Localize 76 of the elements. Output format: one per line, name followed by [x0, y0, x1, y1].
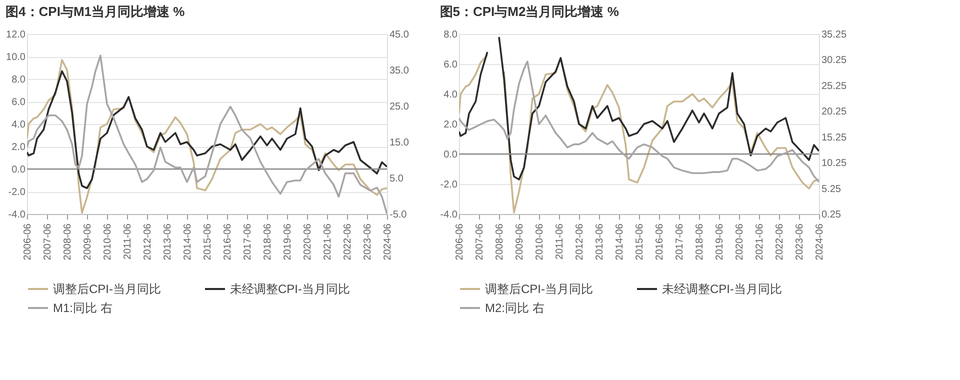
x-tick-label: 2018-06 [262, 223, 274, 260]
y-tick-label: -4.0 [8, 210, 26, 220]
x-tick-label: 2017-06 [674, 223, 686, 260]
y-tick-label: 4.0 [12, 120, 26, 130]
x-tick-label: 2012-06 [574, 223, 586, 260]
x-tick-label: 2015-06 [202, 223, 214, 260]
y-tick-label: 0.0 [444, 150, 458, 160]
x-tick-label: 2013-06 [162, 223, 174, 260]
y2-tick-label: -5.0 [390, 210, 408, 220]
y2-tick-label: 20.25 [822, 106, 847, 118]
y2-tick-label: 15.0 [390, 138, 410, 148]
x-tick-label: 2018-06 [694, 223, 706, 260]
y2-tick-label: 25.0 [390, 102, 410, 112]
x-tick-label: 2016-06 [222, 223, 234, 260]
y-tick-label: -4.0 [440, 210, 458, 220]
legend-label: M1:同比 右 [53, 301, 112, 315]
legend-label: 未经调整CPI-当月同比 [662, 282, 782, 296]
x-tick-label: 2015-06 [634, 223, 646, 260]
x-tick-label: 2021-06 [754, 223, 766, 260]
y2-tick-label: 15.25 [822, 132, 847, 144]
x-tick-label: 2010-06 [102, 223, 114, 260]
y-tick-label: 4.0 [444, 90, 458, 100]
y-tick-label: 6.0 [444, 60, 458, 70]
y2-tick-label: 30.25 [822, 55, 847, 66]
x-tick-label: 2010-06 [534, 223, 546, 260]
x-tick-label: 2023-06 [794, 223, 806, 260]
y2-tick-label: 35.0 [390, 66, 410, 76]
x-tick-label: 2017-06 [242, 223, 254, 260]
x-tick-label: 2019-06 [714, 223, 726, 260]
y-tick-label: 10.0 [6, 52, 26, 63]
x-tick-label: 2011-06 [554, 223, 566, 260]
x-tick-label: 2007-06 [474, 223, 486, 260]
legend-label: M2:同比 右 [485, 301, 544, 315]
y2-tick-label: 35.25 [822, 30, 847, 40]
legend-label: 未经调整CPI-当月同比 [230, 282, 350, 296]
chart-title: 图4：CPI与M1当月同比增速 % [6, 4, 186, 19]
x-tick-label: 2013-06 [594, 223, 606, 260]
x-tick-label: 2019-06 [282, 223, 294, 260]
legend-label: 调整后CPI-当月同比 [53, 282, 161, 296]
x-tick-label: 2009-06 [82, 223, 94, 260]
x-tick-label: 2011-06 [122, 223, 134, 260]
y-tick-label: -2.0 [8, 187, 26, 198]
x-tick-label: 2023-06 [362, 223, 374, 260]
x-tick-label: 2012-06 [142, 223, 154, 260]
y-tick-label: 8.0 [12, 74, 26, 86]
chart-title: 图5：CPI与M2当月同比增速 % [440, 4, 620, 19]
y-tick-label: 0.0 [12, 164, 26, 176]
x-tick-label: 2022-06 [342, 223, 354, 260]
x-tick-label: 2009-06 [514, 223, 526, 260]
y-tick-label: 8.0 [444, 30, 458, 40]
x-tick-label: 2014-06 [614, 223, 626, 260]
x-tick-label: 2021-06 [322, 223, 334, 260]
y-tick-label: 6.0 [12, 97, 26, 108]
y2-tick-label: 45.0 [390, 30, 410, 40]
y-tick-label: 12.0 [6, 30, 26, 40]
legend-label: 调整后CPI-当月同比 [485, 282, 593, 296]
y2-tick-label: 10.25 [822, 158, 847, 170]
x-tick-label: 2024-06 [814, 223, 826, 260]
x-tick-label: 2020-06 [302, 223, 314, 260]
x-tick-label: 2020-06 [734, 223, 746, 260]
x-tick-label: 2007-06 [42, 223, 54, 260]
y-tick-label: -2.0 [440, 180, 458, 190]
x-tick-label: 2008-06 [62, 223, 74, 260]
x-tick-label: 2024-06 [382, 223, 394, 260]
x-tick-label: 2014-06 [182, 223, 194, 260]
y2-tick-label: 5.0 [390, 174, 404, 184]
x-tick-label: 2006-06 [454, 223, 466, 260]
x-tick-label: 2006-06 [22, 223, 34, 260]
y2-tick-label: 5.25 [822, 184, 842, 195]
x-tick-label: 2022-06 [774, 223, 786, 260]
x-tick-label: 2016-06 [654, 223, 666, 260]
x-tick-label: 2008-06 [494, 223, 506, 260]
y-tick-label: 2.0 [444, 120, 458, 130]
y2-tick-label: 25.25 [822, 80, 847, 92]
y2-tick-label: 0.25 [822, 210, 842, 220]
y-tick-label: 2.0 [12, 142, 26, 153]
